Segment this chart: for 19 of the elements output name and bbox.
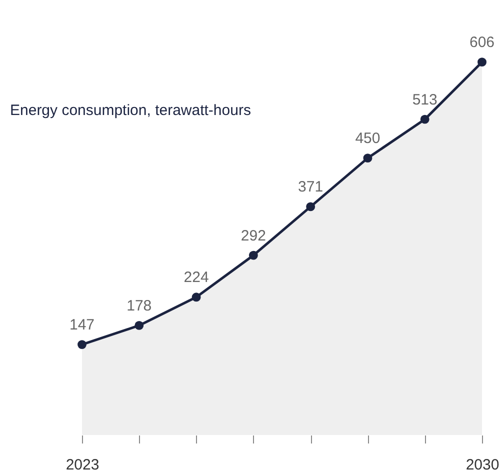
data-label: 178 — [126, 297, 152, 314]
point — [248, 250, 258, 260]
data-label: 606 — [469, 34, 495, 52]
point — [78, 340, 86, 349]
data-label: 513 — [412, 91, 438, 108]
x-tick-label: 2030 — [466, 456, 500, 474]
x-tick-label: 2023 — [66, 456, 100, 474]
point — [306, 202, 316, 212]
point — [134, 321, 144, 330]
data-label: 450 — [355, 130, 380, 148]
point — [420, 114, 430, 124]
point — [192, 292, 201, 302]
data-label: 371 — [298, 178, 324, 196]
data-label: 224 — [184, 269, 209, 286]
data-label: 147 — [69, 316, 95, 334]
point — [363, 154, 372, 163]
text: Energy consumption, terawatt-hours — [10, 102, 251, 119]
point — [478, 58, 486, 67]
data-label: 292 — [240, 227, 266, 244]
